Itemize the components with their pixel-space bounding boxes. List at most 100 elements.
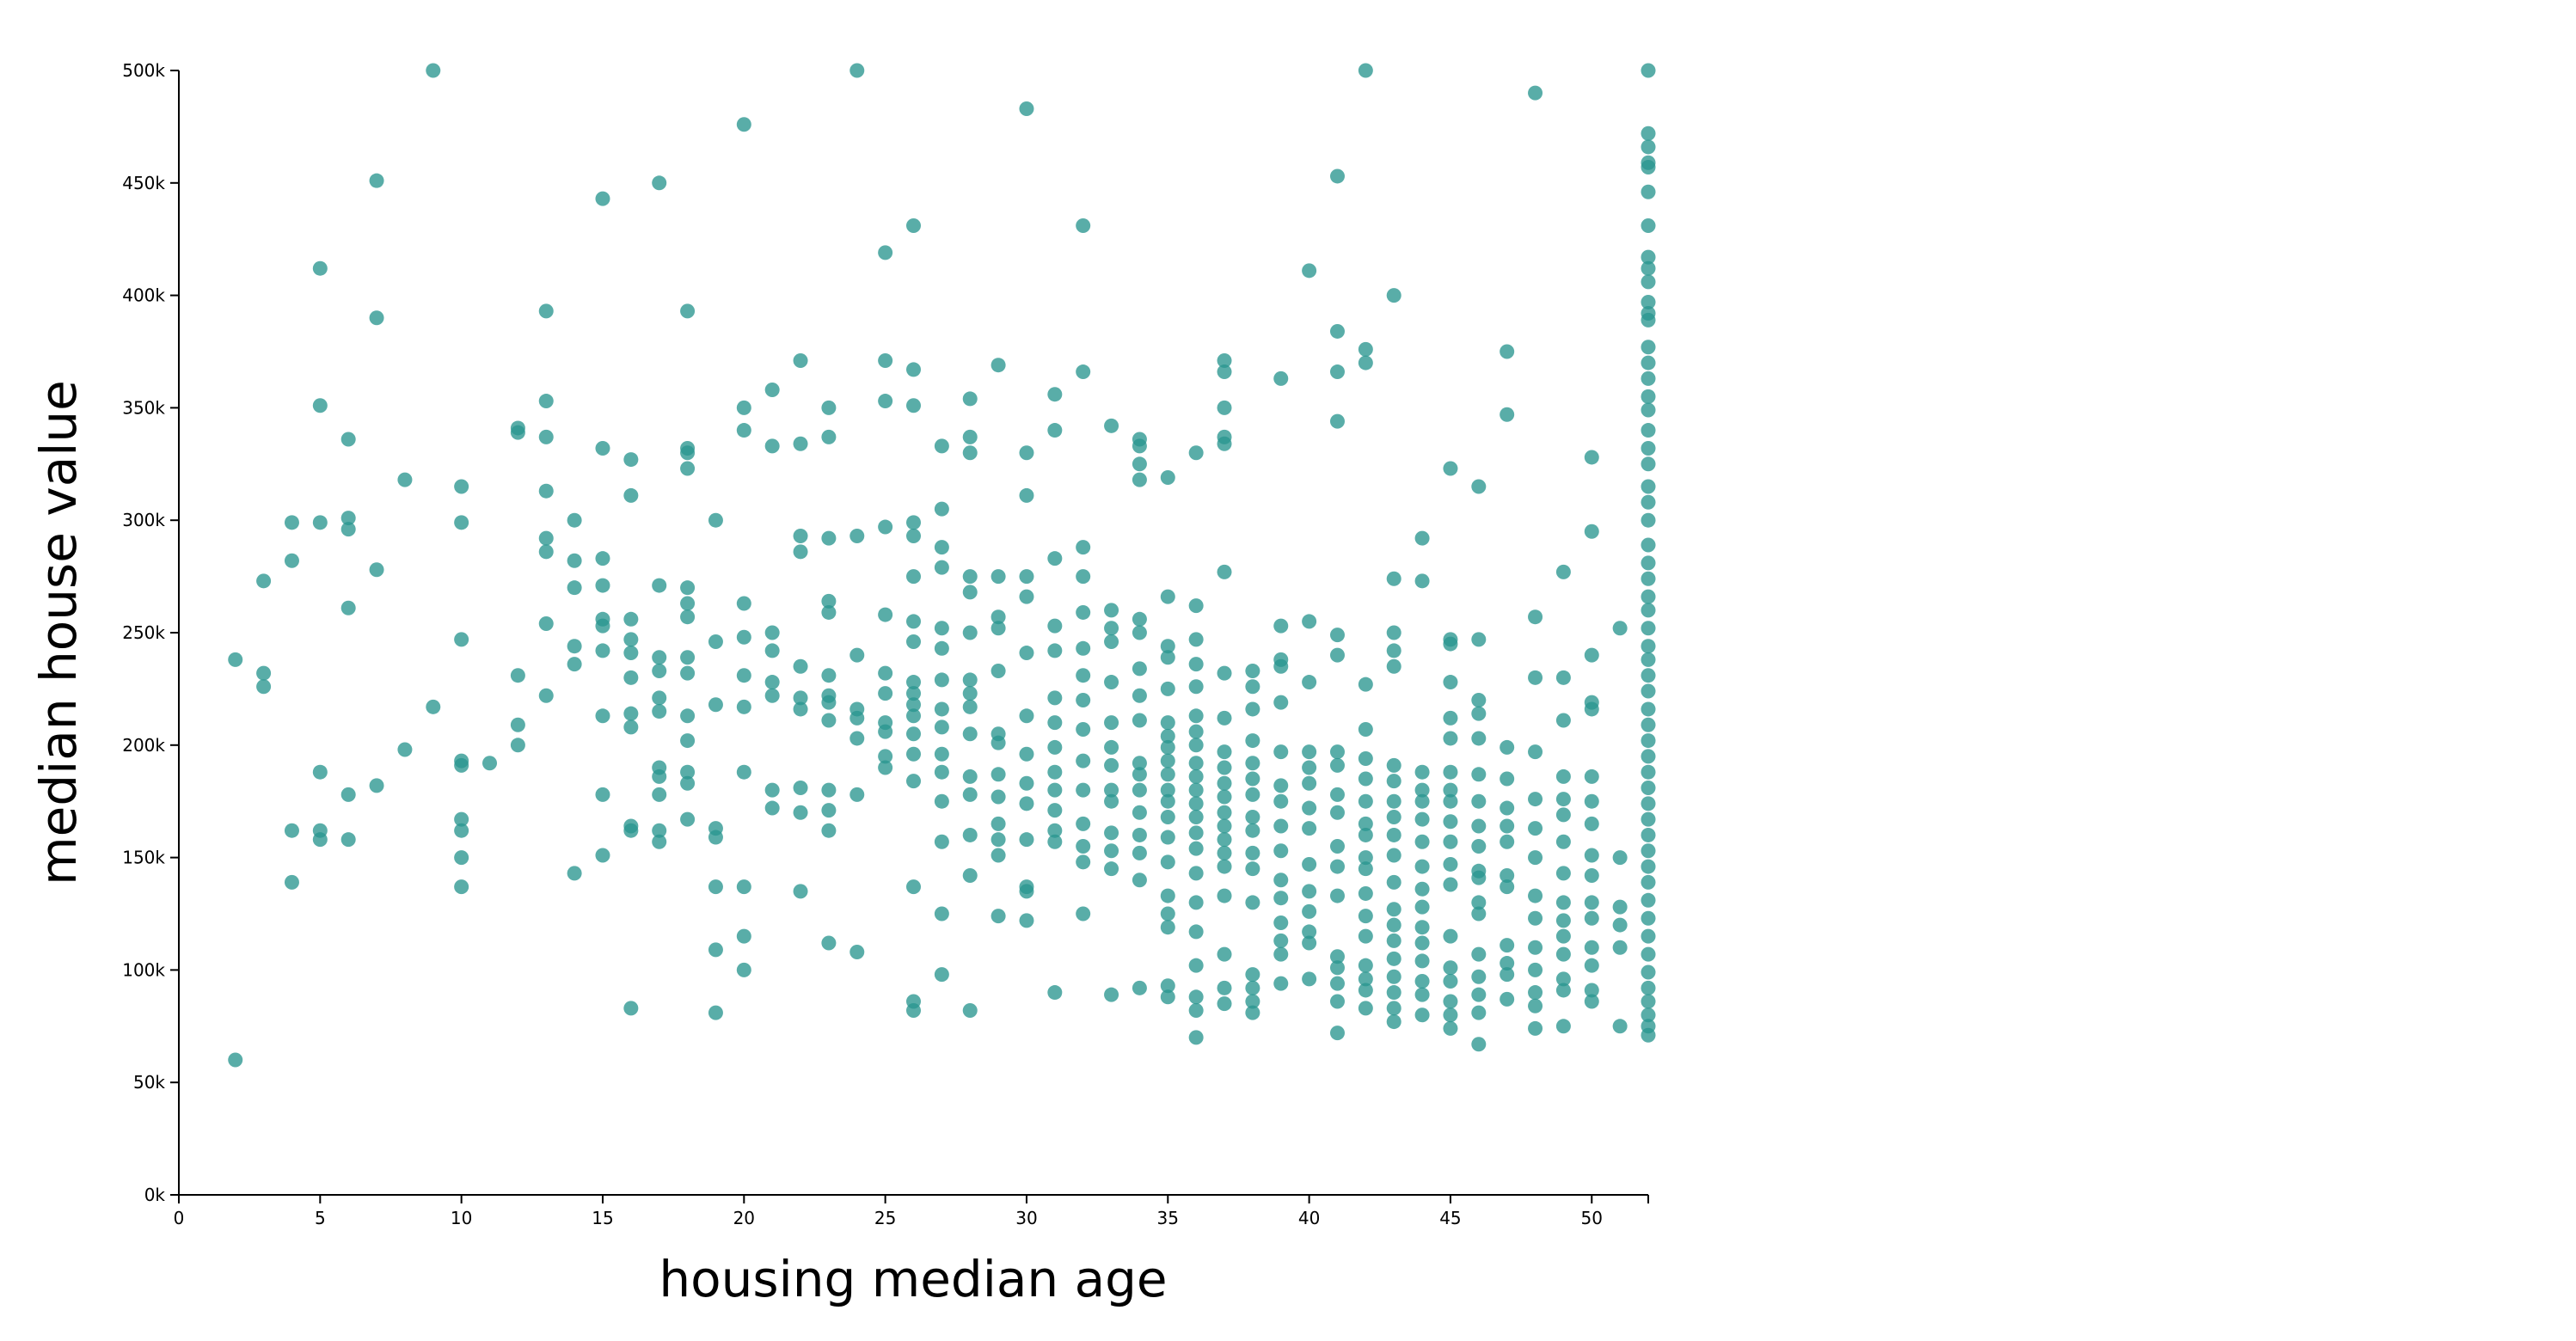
scatter-point: [1386, 793, 1401, 809]
scatter-point: [1641, 370, 1656, 386]
scatter-point: [1528, 888, 1543, 903]
scatter-point: [454, 879, 469, 895]
scatter-point: [1471, 1005, 1487, 1020]
scatter-point: [567, 580, 582, 596]
scatter-point: [1443, 994, 1458, 1009]
scatter-point: [1217, 564, 1232, 579]
scatter-point: [567, 639, 582, 654]
scatter-point: [1528, 940, 1543, 955]
scatter-point: [1245, 787, 1260, 802]
scatter-point: [652, 690, 667, 706]
scatter-point: [764, 438, 780, 454]
scatter-point: [1358, 816, 1373, 831]
scatter-point: [1500, 344, 1515, 359]
y-tick-label: 150k: [122, 848, 165, 868]
scatter-point: [1132, 661, 1147, 677]
scatter-point: [1414, 811, 1430, 827]
scatter-point: [1641, 423, 1656, 438]
scatter-point: [1047, 782, 1063, 798]
scatter-point: [623, 670, 639, 685]
scatter-point: [1471, 706, 1487, 721]
scatter-point: [1104, 634, 1119, 649]
scatter-point: [821, 803, 837, 818]
scatter-point: [1160, 739, 1175, 755]
scatter-point: [1160, 469, 1175, 485]
scatter-point: [878, 686, 893, 701]
scatter-point: [1160, 978, 1175, 994]
scatter-point: [1386, 810, 1401, 825]
scatter-point: [1641, 512, 1656, 528]
scatter-point: [1329, 647, 1345, 663]
scatter-point: [680, 580, 696, 596]
scatter-point: [1076, 218, 1091, 234]
scatter-point: [1641, 639, 1656, 654]
x-tick-label: 25: [874, 1208, 896, 1228]
scatter-point: [1386, 288, 1401, 303]
scatter-point: [1443, 973, 1458, 989]
scatter-point: [1302, 263, 1317, 279]
scatter-point: [1471, 839, 1487, 854]
scatter-point: [1245, 845, 1260, 860]
scatter-point: [1047, 715, 1063, 731]
scatter-point: [878, 607, 893, 622]
scatter-point: [1641, 683, 1656, 699]
scatter-point: [1358, 1001, 1373, 1016]
scatter-point: [1386, 874, 1401, 890]
scatter-point: [312, 832, 328, 848]
scatter-point: [906, 1002, 921, 1018]
scatter-point: [1414, 881, 1430, 897]
scatter-point: [1555, 713, 1571, 728]
scatter-point: [1160, 767, 1175, 782]
scatter-point: [708, 634, 723, 649]
scatter-point: [1414, 793, 1430, 809]
scatter-point: [934, 701, 949, 717]
scatter-point: [1188, 796, 1204, 811]
scatter-point: [1217, 996, 1232, 1012]
scatter-point: [595, 551, 610, 566]
scatter-point: [878, 352, 893, 368]
scatter-point: [1641, 859, 1656, 874]
scatter-point: [708, 942, 723, 958]
scatter-point: [1500, 991, 1515, 1007]
scatter-point: [1132, 827, 1147, 842]
scatter-point: [934, 764, 949, 780]
scatter-point: [1584, 524, 1599, 539]
scatter-point: [1414, 920, 1430, 935]
scatter-point: [1273, 891, 1289, 906]
scatter-point: [1076, 668, 1091, 683]
scatter-point: [821, 823, 837, 838]
scatter-point: [1019, 569, 1034, 585]
scatter-point: [1160, 728, 1175, 744]
scatter-point: [1358, 355, 1373, 370]
scatter-point: [878, 245, 893, 260]
scatter-point: [1104, 782, 1119, 798]
scatter-point: [1471, 946, 1487, 962]
scatter-point: [1358, 771, 1373, 787]
scatter-point: [1188, 924, 1204, 940]
scatter-point: [1273, 695, 1289, 710]
scatter-point: [1641, 555, 1656, 571]
scatter-point: [934, 719, 949, 735]
scatter-point: [1555, 983, 1571, 998]
scatter-point: [849, 529, 865, 544]
scatter-point: [1302, 614, 1317, 629]
scatter-point: [849, 787, 865, 802]
scatter-point: [991, 909, 1006, 924]
scatter-point: [764, 675, 780, 690]
scatter-point: [1641, 668, 1656, 683]
scatter-point: [1443, 1020, 1458, 1036]
scatter-point: [1047, 834, 1063, 849]
scatter-point: [1641, 621, 1656, 636]
scatter-point: [1019, 101, 1034, 116]
scatter-point: [1641, 781, 1656, 796]
scatter-point: [1076, 640, 1091, 656]
scatter-point: [1555, 971, 1571, 987]
scatter-point: [962, 686, 978, 701]
scatter-point: [991, 735, 1006, 750]
scatter-point: [1500, 956, 1515, 971]
scatter-point: [1414, 899, 1430, 915]
scatter-point: [397, 472, 413, 487]
scatter-point: [256, 679, 272, 695]
scatter-point: [1329, 859, 1345, 874]
scatter-point: [1217, 744, 1232, 760]
